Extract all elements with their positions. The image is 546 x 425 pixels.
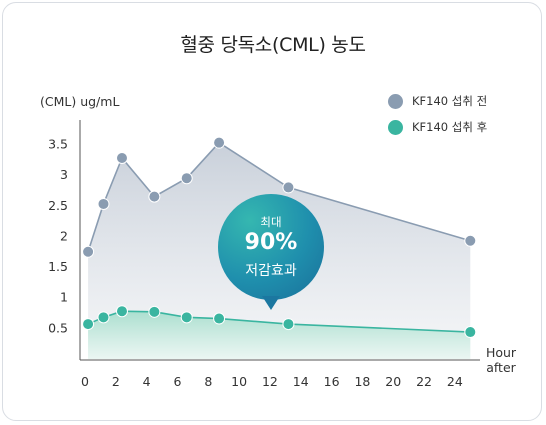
legend-label-after: KF140 섭취 후 (412, 120, 488, 134)
data-point-s0-5 (213, 136, 226, 149)
data-point-s1-6 (282, 318, 295, 331)
data-point-s0-1 (97, 197, 110, 210)
legend-item-before: KF140 섭취 전 (388, 93, 487, 109)
y-tick-label: 0.5 (48, 320, 68, 335)
legend-label-before: KF140 섭취 전 (412, 94, 488, 108)
reduction-badge: 최대 90% 저감효과 (218, 194, 324, 300)
x-tick-label: 6 (173, 374, 181, 389)
x-tick-label: 16 (324, 374, 340, 389)
y-axis-label: (CML) ug/mL (40, 94, 120, 109)
x-tick-label: 8 (204, 374, 212, 389)
y-tick-label: 3.5 (48, 137, 68, 152)
x-tick-label: 20 (385, 374, 401, 389)
chart-title: 혈중 당독소(CML) 농도 (180, 34, 366, 56)
data-point-s0-0 (82, 245, 95, 258)
data-point-s1-7 (464, 326, 477, 339)
data-point-s0-2 (115, 151, 128, 164)
badge-line-1: 최대 (260, 215, 282, 229)
data-point-s1-2 (115, 305, 128, 318)
x-axis-label: after (486, 360, 516, 375)
y-tick-label: 1.5 (48, 259, 68, 274)
data-point-s0-4 (180, 172, 193, 185)
y-tick-label: 2 (60, 228, 68, 243)
y-tick-label: 2.5 (48, 198, 68, 213)
series-line-0 (87, 141, 471, 253)
legend-marker-after (388, 119, 403, 135)
badge-line-3: 저감효과 (245, 263, 297, 279)
data-point-s1-3 (148, 305, 161, 318)
y-tick-label: 1 (60, 290, 68, 305)
x-tick-label: 12 (262, 374, 278, 389)
data-point-s1-4 (180, 311, 193, 324)
data-point-s1-0 (82, 318, 95, 331)
x-tick-label: 0 (81, 374, 89, 389)
x-tick-label: 2 (112, 374, 120, 389)
x-tick-label: 22 (416, 374, 432, 389)
data-point-s1-5 (213, 312, 226, 325)
legend-item-after: KF140 섭취 후 (388, 119, 487, 135)
data-point-s0-7 (464, 234, 477, 247)
y-tick-label: 3 (60, 167, 68, 182)
legend-marker-before (388, 93, 403, 109)
x-tick-label: 10 (231, 374, 247, 389)
x-tick-label: 18 (354, 374, 370, 389)
badge-pointer (262, 296, 280, 310)
x-tick-label: 4 (143, 374, 151, 389)
x-axis-label: Hour (486, 345, 517, 360)
x-tick-label: 14 (293, 374, 309, 389)
x-tick-label: 24 (447, 374, 463, 389)
badge-percent: 90% (244, 230, 298, 255)
data-point-s0-3 (148, 190, 161, 203)
series-area-1 (88, 311, 471, 359)
data-point-s0-6 (282, 181, 295, 194)
data-point-s1-1 (97, 311, 110, 324)
